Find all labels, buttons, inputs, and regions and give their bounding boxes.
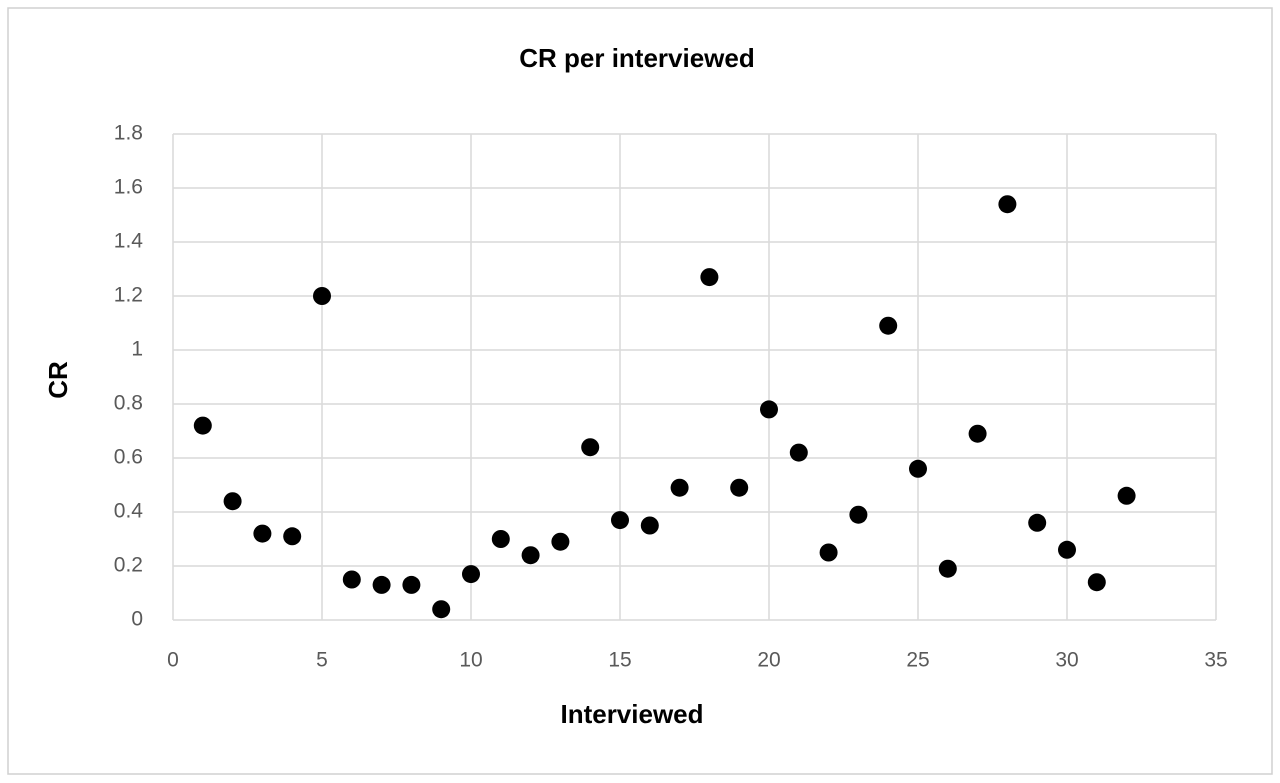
point bbox=[879, 316, 898, 335]
point bbox=[581, 438, 600, 457]
point bbox=[313, 287, 331, 305]
y-axis-label: CR bbox=[43, 361, 73, 399]
point bbox=[640, 516, 659, 535]
point bbox=[670, 478, 689, 497]
chart-title: CR per interviewed bbox=[519, 43, 755, 73]
point bbox=[909, 459, 927, 478]
point bbox=[849, 505, 868, 524]
y-tick-label: 0 bbox=[131, 608, 143, 631]
point bbox=[760, 400, 778, 419]
point bbox=[730, 478, 749, 497]
x-tick-label: 25 bbox=[906, 649, 929, 672]
point bbox=[611, 511, 629, 530]
point bbox=[551, 532, 570, 551]
x-axis-label: Interviewed bbox=[560, 699, 703, 729]
point bbox=[462, 565, 480, 584]
point bbox=[491, 530, 510, 548]
y-tick-label: 1.2 bbox=[114, 284, 143, 307]
point bbox=[223, 492, 242, 511]
chart-border bbox=[7, 7, 1273, 775]
y-tick-label: 1.6 bbox=[114, 176, 143, 199]
point bbox=[372, 575, 391, 594]
y-tick-label: 0.6 bbox=[114, 446, 143, 469]
y-tick-label: 0.4 bbox=[114, 500, 144, 523]
point bbox=[1117, 486, 1136, 505]
y-tick-label: 0.8 bbox=[114, 392, 143, 415]
x-tick-label: 5 bbox=[316, 649, 328, 672]
point bbox=[253, 524, 272, 543]
point bbox=[700, 268, 719, 287]
y-tick-label: 1.8 bbox=[114, 122, 143, 145]
point bbox=[1028, 513, 1047, 532]
point bbox=[283, 527, 302, 546]
x-tick-label: 0 bbox=[167, 649, 179, 672]
y-tick-label: 1 bbox=[131, 338, 143, 361]
point bbox=[938, 559, 957, 578]
x-tick-label: 15 bbox=[608, 649, 631, 672]
x-tick-label: 30 bbox=[1055, 649, 1078, 672]
point bbox=[819, 543, 838, 562]
y-tick-label: 0.2 bbox=[114, 554, 143, 577]
point bbox=[789, 443, 808, 462]
x-tick-label: 10 bbox=[459, 649, 482, 672]
point bbox=[342, 570, 361, 589]
x-tick-label: 35 bbox=[1204, 649, 1227, 672]
y-tick-label: 1.4 bbox=[114, 230, 144, 253]
point bbox=[1058, 540, 1076, 559]
point bbox=[521, 546, 540, 565]
point bbox=[968, 424, 987, 443]
point bbox=[193, 416, 212, 435]
point bbox=[998, 195, 1017, 214]
point bbox=[1087, 573, 1106, 592]
point bbox=[402, 575, 421, 594]
x-tick-label: 20 bbox=[757, 649, 780, 672]
point bbox=[432, 600, 451, 619]
